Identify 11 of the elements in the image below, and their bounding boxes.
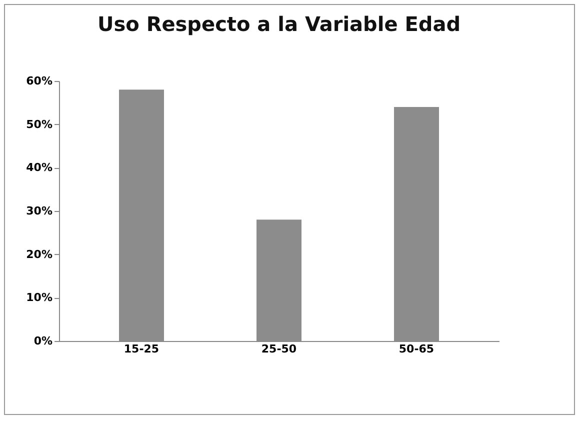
y-tick-label: 40% <box>26 161 52 174</box>
chart-title: Uso Respecto a la Variable Edad <box>97 12 461 36</box>
y-tick-label: 20% <box>26 248 52 261</box>
x-tick-label: 15-25 <box>124 342 160 356</box>
y-tick-label: 60% <box>26 74 52 88</box>
x-tick-label: 25-50 <box>261 342 297 356</box>
y-tick-label: 10% <box>26 291 52 304</box>
x-tick-label: 50-65 <box>398 342 434 356</box>
y-tick-label: 50% <box>26 118 52 131</box>
y-tick-label: 30% <box>26 204 52 218</box>
y-tick-label: 0% <box>34 334 52 348</box>
